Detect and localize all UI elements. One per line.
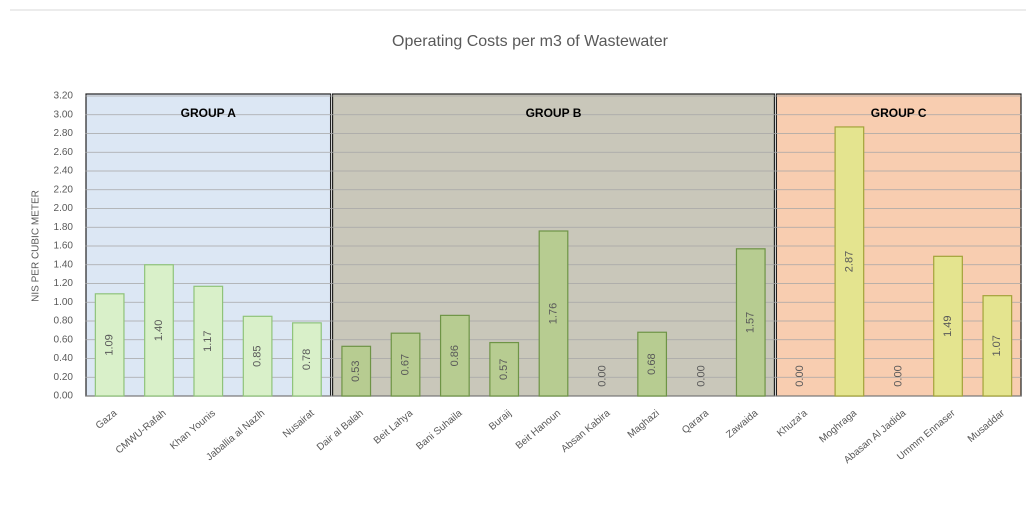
- x-tick-label: CMWU-Rafah: [114, 408, 169, 456]
- y-tick-label: 0.40: [54, 353, 74, 364]
- y-tick-label: 2.00: [54, 203, 74, 214]
- bar: [193, 285, 224, 397]
- value-label: 2.87: [843, 251, 855, 272]
- x-tick-label: Nusairat: [281, 408, 317, 441]
- x-tick-label: Qarara: [680, 408, 711, 437]
- bar: [982, 295, 1013, 397]
- value-label: 0.68: [646, 353, 658, 374]
- bar: [439, 314, 470, 397]
- value-label: 1.09: [104, 334, 116, 355]
- y-tick-label: 0.60: [54, 334, 74, 345]
- bar: [144, 264, 174, 397]
- bar: [390, 332, 421, 397]
- value-label: 1.57: [745, 312, 757, 333]
- y-tick-label: 0.80: [54, 316, 74, 327]
- x-tick-label: Dair al Balah: [315, 408, 366, 453]
- value-label: 0.00: [597, 365, 609, 386]
- bar: [341, 345, 372, 397]
- y-tick-label: 3.00: [54, 109, 74, 120]
- x-tick-label: Absan Kabira: [559, 408, 612, 455]
- y-tick-label: 1.40: [54, 259, 74, 270]
- y-tick-label: 0.00: [54, 391, 74, 402]
- bar: [637, 331, 668, 397]
- y-tick-label: 1.00: [54, 297, 74, 308]
- bar: [292, 322, 322, 397]
- bar: [834, 126, 865, 397]
- value-label: 0.00: [794, 365, 806, 386]
- value-label: 0.86: [449, 345, 461, 366]
- x-tick-label: Beit Lahya: [372, 408, 416, 447]
- bar: [489, 341, 520, 397]
- y-tick-label: 2.60: [54, 147, 74, 158]
- y-tick-label: 1.20: [54, 278, 74, 289]
- value-label: 1.40: [153, 320, 165, 341]
- value-label: 0.00: [695, 365, 707, 386]
- chart-title: Operating Costs per m3 of Wastewater: [392, 33, 669, 50]
- group-label: GROUP A: [181, 106, 237, 120]
- bar: [735, 248, 766, 397]
- x-tick-label: Maghazi: [626, 408, 662, 441]
- y-tick-label: 0.20: [54, 372, 74, 383]
- bar: [538, 230, 569, 397]
- x-tick-label: Khuza'a: [775, 408, 810, 440]
- x-tick-label: Zawaida: [724, 408, 760, 441]
- value-label: 1.76: [547, 303, 559, 324]
- y-tick-label: 2.20: [54, 184, 74, 195]
- y-tick-label: 2.40: [54, 166, 74, 177]
- bar: [933, 255, 963, 397]
- x-tick-label: Musaddar: [966, 407, 1008, 444]
- group-label: GROUP C: [871, 106, 927, 120]
- y-tick-label: 1.60: [54, 241, 74, 252]
- x-tick-label: Beit Hanoun: [514, 408, 563, 452]
- value-label: 0.53: [350, 360, 362, 381]
- x-tick-label: Gaza: [94, 408, 120, 432]
- value-label: 0.85: [252, 345, 264, 366]
- y-tick-label: 2.80: [54, 128, 74, 139]
- value-label: 1.49: [942, 315, 954, 336]
- value-label: 1.07: [991, 335, 1003, 356]
- value-label: 0.00: [893, 365, 905, 386]
- value-label: 0.67: [399, 354, 411, 375]
- value-label: 0.78: [301, 349, 313, 370]
- y-tick-label: 3.20: [54, 91, 74, 102]
- bar: [94, 293, 125, 397]
- bar: [242, 315, 273, 397]
- x-tick-label: Buraij: [487, 408, 514, 433]
- y-axis-label: NIS PER CUBIC METER: [31, 190, 42, 302]
- y-tick-label: 1.80: [54, 222, 74, 233]
- group-label: GROUP B: [526, 106, 582, 120]
- x-tick-label: Khan Younis: [168, 408, 218, 452]
- x-tick-label: Bani Suhaila: [414, 408, 464, 453]
- value-label: 1.17: [202, 330, 214, 351]
- x-tick-label: Moghraga: [817, 408, 859, 446]
- value-label: 0.57: [498, 359, 510, 380]
